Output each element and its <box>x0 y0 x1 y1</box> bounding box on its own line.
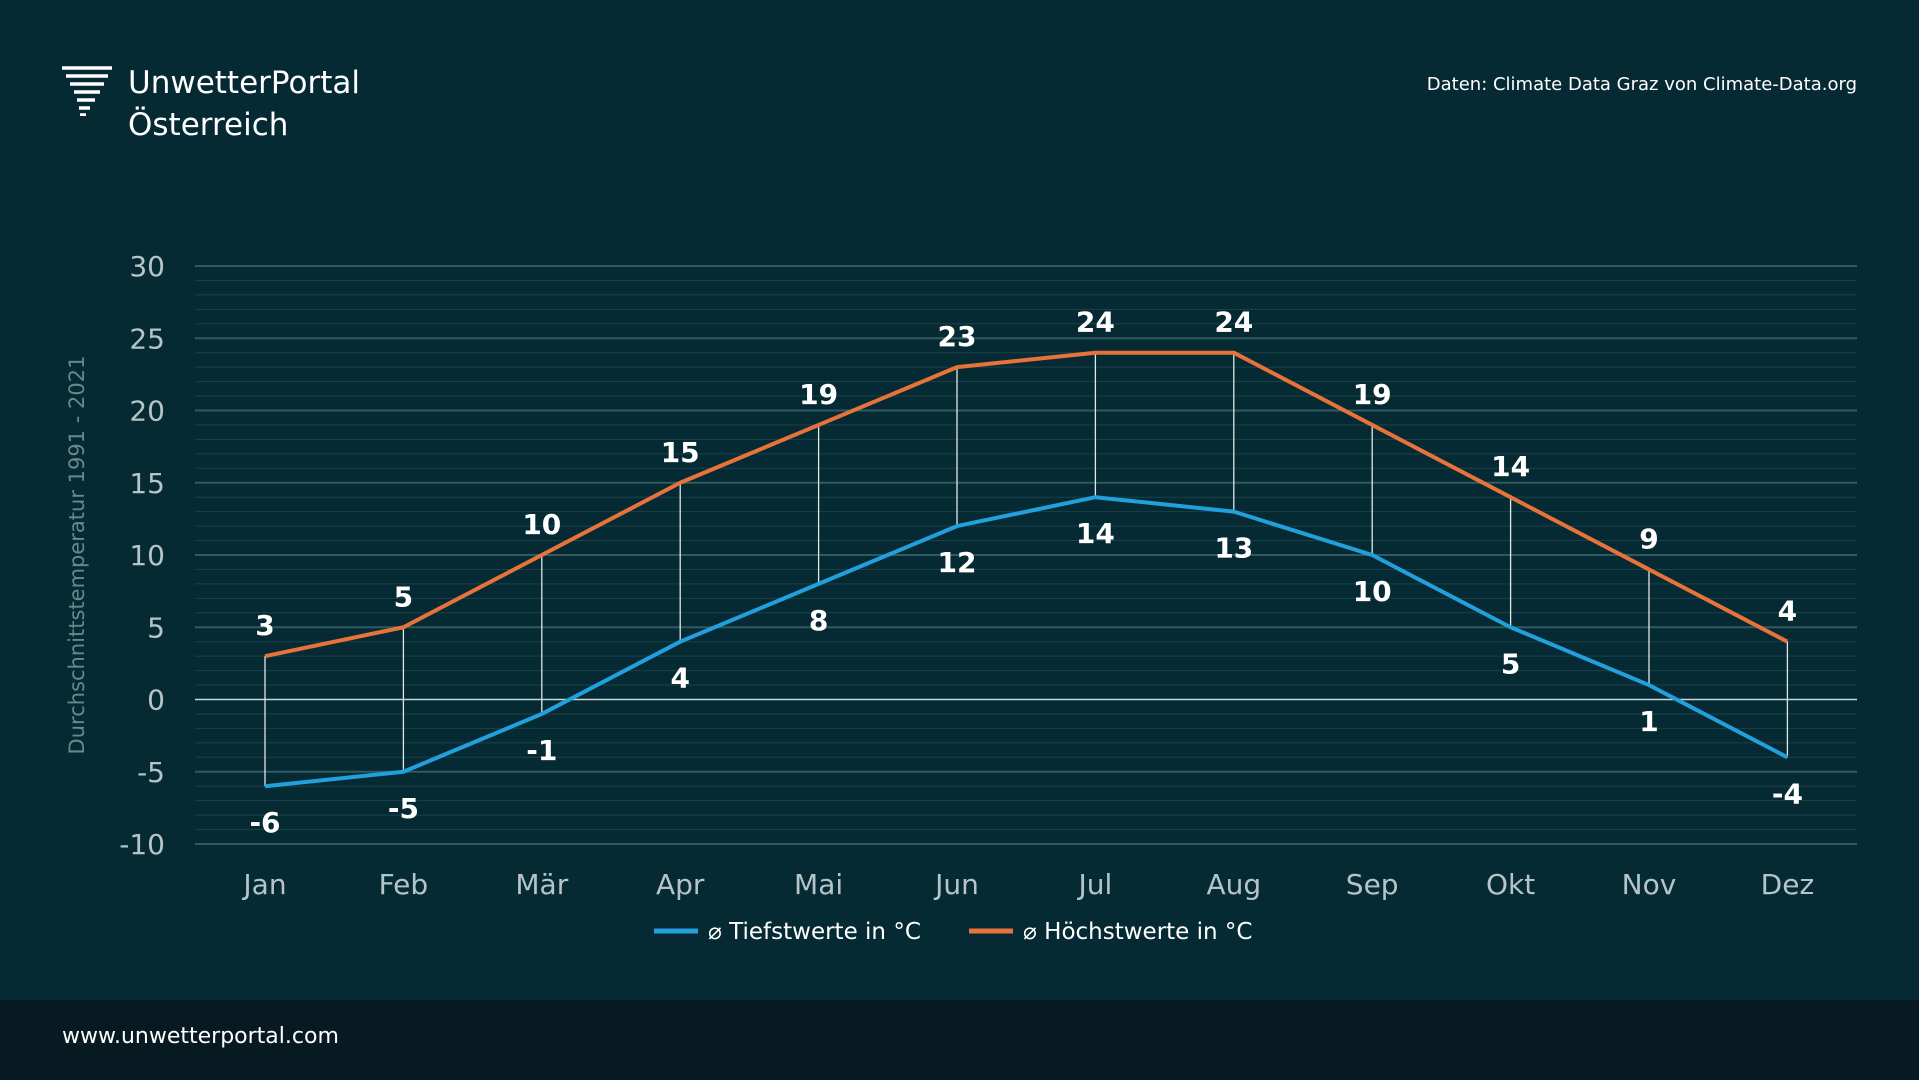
legend-label: ⌀ Tiefstwerte in °C <box>708 919 921 945</box>
data-label-high: 24 <box>1214 306 1253 339</box>
x-tick-label: Feb <box>379 868 429 901</box>
data-label-low: -5 <box>388 792 419 825</box>
x-tick-label: Jan <box>241 868 286 901</box>
data-label-low: 8 <box>809 604 828 637</box>
data-label-high: 15 <box>661 436 700 469</box>
y-tick-label: 20 <box>129 395 165 428</box>
data-label-low: 12 <box>938 546 977 579</box>
legend-label: ⌀ Höchstwerte in °C <box>1023 919 1252 945</box>
x-tick-label: Mai <box>794 868 843 901</box>
data-label-low: -6 <box>249 806 280 839</box>
footer-bar: www.unwetterportal.com <box>0 1000 1919 1080</box>
y-tick-label: 10 <box>129 539 165 572</box>
data-label-high: 19 <box>1353 378 1392 411</box>
data-label-high: 3 <box>255 609 274 642</box>
y-axis-label: Durchschnittstemperatur 1991 - 2021 <box>65 356 89 755</box>
x-tick-label: Okt <box>1486 868 1535 901</box>
y-tick-label: -5 <box>137 756 165 789</box>
y-tick-label: -10 <box>119 828 165 861</box>
x-tick-label: Nov <box>1622 868 1677 901</box>
data-label-low: 5 <box>1501 647 1520 680</box>
y-tick-label: 5 <box>147 611 165 644</box>
data-label-high: 9 <box>1639 522 1658 555</box>
data-label-low: 14 <box>1076 517 1115 550</box>
x-tick-label: Jun <box>933 868 979 901</box>
brand-name: UnwetterPortal <box>128 65 360 101</box>
data-label-high: 24 <box>1076 306 1115 339</box>
data-label-low: -1 <box>526 734 557 767</box>
data-label-high: 10 <box>522 508 561 541</box>
temperature-line-chart: 302520151050-5-10Durchschnittstemperatur… <box>65 250 1857 945</box>
data-label-high: 14 <box>1491 450 1530 483</box>
brand-logo: UnwetterPortal Österreich <box>62 62 360 146</box>
series-line-highs <box>264 350 1789 659</box>
x-tick-label: Dez <box>1761 868 1814 901</box>
data-label-low: -4 <box>1772 777 1803 810</box>
series-line-lows <box>264 495 1789 789</box>
data-label-low: 1 <box>1639 705 1658 738</box>
y-tick-label: 30 <box>129 250 165 283</box>
data-label-high: 19 <box>799 378 838 411</box>
data-label-low: 10 <box>1353 575 1392 608</box>
y-tick-label: 15 <box>129 467 165 500</box>
x-tick-label: Aug <box>1206 868 1261 901</box>
x-tick-label: Apr <box>656 868 705 901</box>
tornado-icon <box>62 66 112 116</box>
data-label-high: 4 <box>1778 595 1797 628</box>
footer-url[interactable]: www.unwetterportal.com <box>62 1024 339 1049</box>
data-label-high: 23 <box>938 320 977 353</box>
data-label-high: 5 <box>394 580 413 613</box>
data-source-note: Daten: Climate Data Graz von Climate-Dat… <box>1426 74 1857 95</box>
brand-country: Österreich <box>128 107 289 143</box>
y-tick-label: 25 <box>129 322 165 355</box>
x-tick-label: Sep <box>1346 868 1399 901</box>
data-label-low: 13 <box>1214 532 1253 565</box>
data-label-low: 4 <box>670 662 689 695</box>
y-tick-label: 0 <box>147 684 165 717</box>
x-tick-label: Mär <box>515 868 568 901</box>
x-tick-label: Jul <box>1077 868 1113 901</box>
